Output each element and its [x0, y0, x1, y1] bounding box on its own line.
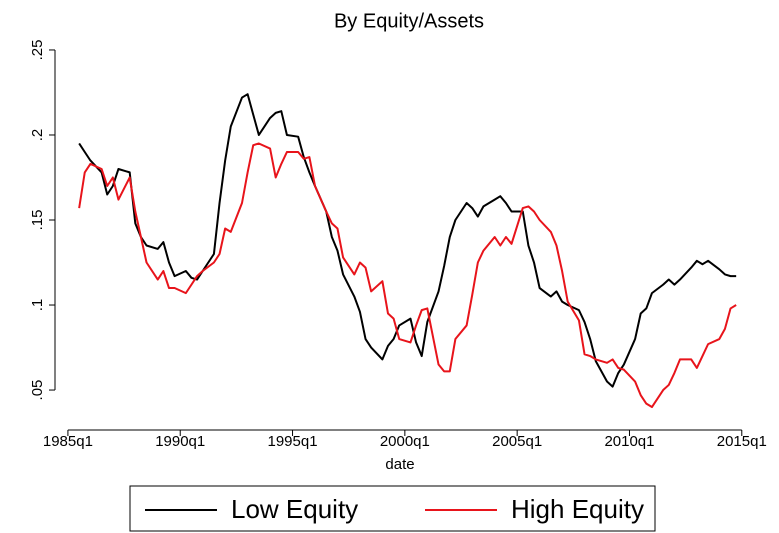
legend-label: Low Equity: [231, 494, 358, 524]
legend-label: High Equity: [511, 494, 644, 524]
x-tick-label: 2015q1: [717, 433, 767, 450]
line-series: [78, 93, 737, 388]
y-tick-label: .15: [29, 210, 46, 231]
legend-box: [129, 485, 656, 532]
x-tick-label: 1995q1: [268, 433, 318, 450]
x-axis-label: date: [385, 456, 414, 473]
x-tick-label: 2005q1: [492, 433, 542, 450]
x-tick-label: 1990q1: [155, 433, 205, 450]
line-series: [78, 142, 737, 409]
x-tick-label: 2010q1: [604, 433, 654, 450]
y-tick-label: .25: [29, 40, 46, 61]
chart-title: By Equity/Assets: [334, 10, 484, 32]
y-tick-label: .2: [29, 129, 46, 142]
y-tick-label: .1: [29, 299, 46, 312]
y-tick-label: .05: [29, 380, 46, 401]
x-tick-label: 1985q1: [43, 433, 93, 450]
x-tick-label: 2000q1: [380, 433, 430, 450]
